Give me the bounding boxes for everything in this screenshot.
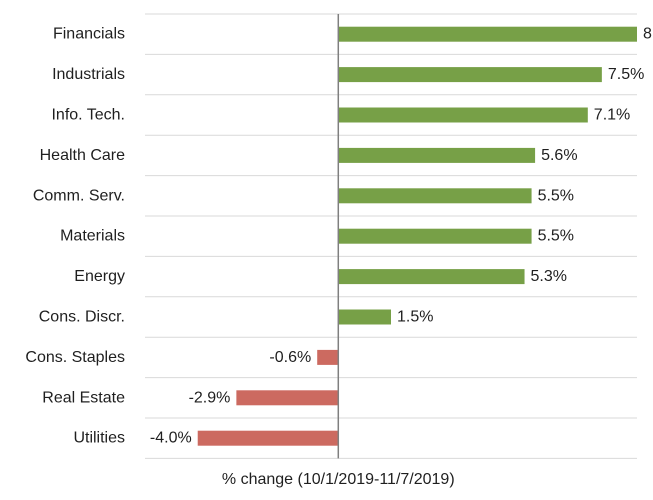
value-label: 5.5% — [538, 187, 574, 204]
category-label: Industrials — [52, 66, 125, 83]
bar — [317, 349, 339, 365]
category-label: Info. Tech. — [51, 107, 125, 124]
value-label: 7.5% — [608, 66, 644, 83]
category-label: Utilities — [73, 430, 125, 447]
category-label: Financials — [53, 26, 125, 43]
value-label: -0.6% — [269, 349, 311, 366]
category-label: Cons. Staples — [25, 349, 125, 366]
category-label: Cons. Discr. — [39, 309, 125, 326]
value-labels: 8.5% 7.5% 7.1% 5.6% 5.5% 5.5% 5.3% 1.5% -0.6% -2.… — [150, 26, 653, 447]
bar — [338, 228, 532, 244]
bar — [236, 390, 339, 406]
category-label: Materials — [60, 228, 125, 245]
value-label: 5.6% — [541, 147, 577, 164]
value-label: 8.5% — [643, 26, 653, 43]
bar — [338, 67, 602, 83]
bar — [338, 188, 532, 204]
bar — [338, 147, 536, 163]
category-label: Energy — [74, 268, 125, 285]
category-label: Health Care — [40, 147, 125, 164]
category-labels: Financials Industrials Info. Tech. Health C… — [25, 26, 125, 447]
value-label: 5.5% — [538, 228, 574, 245]
value-label: -4.0% — [150, 430, 192, 447]
bar — [338, 309, 391, 325]
category-label: Comm. Serv. — [33, 187, 125, 204]
bar — [338, 269, 525, 285]
bar — [197, 430, 339, 446]
category-label: Real Estate — [42, 389, 125, 406]
bar — [338, 26, 637, 42]
value-label: 7.1% — [594, 107, 630, 124]
bar — [338, 107, 588, 123]
value-label: 5.3% — [531, 268, 567, 285]
bars — [197, 26, 637, 446]
value-label: -2.9% — [189, 389, 231, 406]
x-axis-title: % change (10/1/2019-11/7/2019) — [222, 471, 455, 488]
gridlines — [145, 13, 637, 459]
value-label: 1.5% — [397, 309, 433, 326]
